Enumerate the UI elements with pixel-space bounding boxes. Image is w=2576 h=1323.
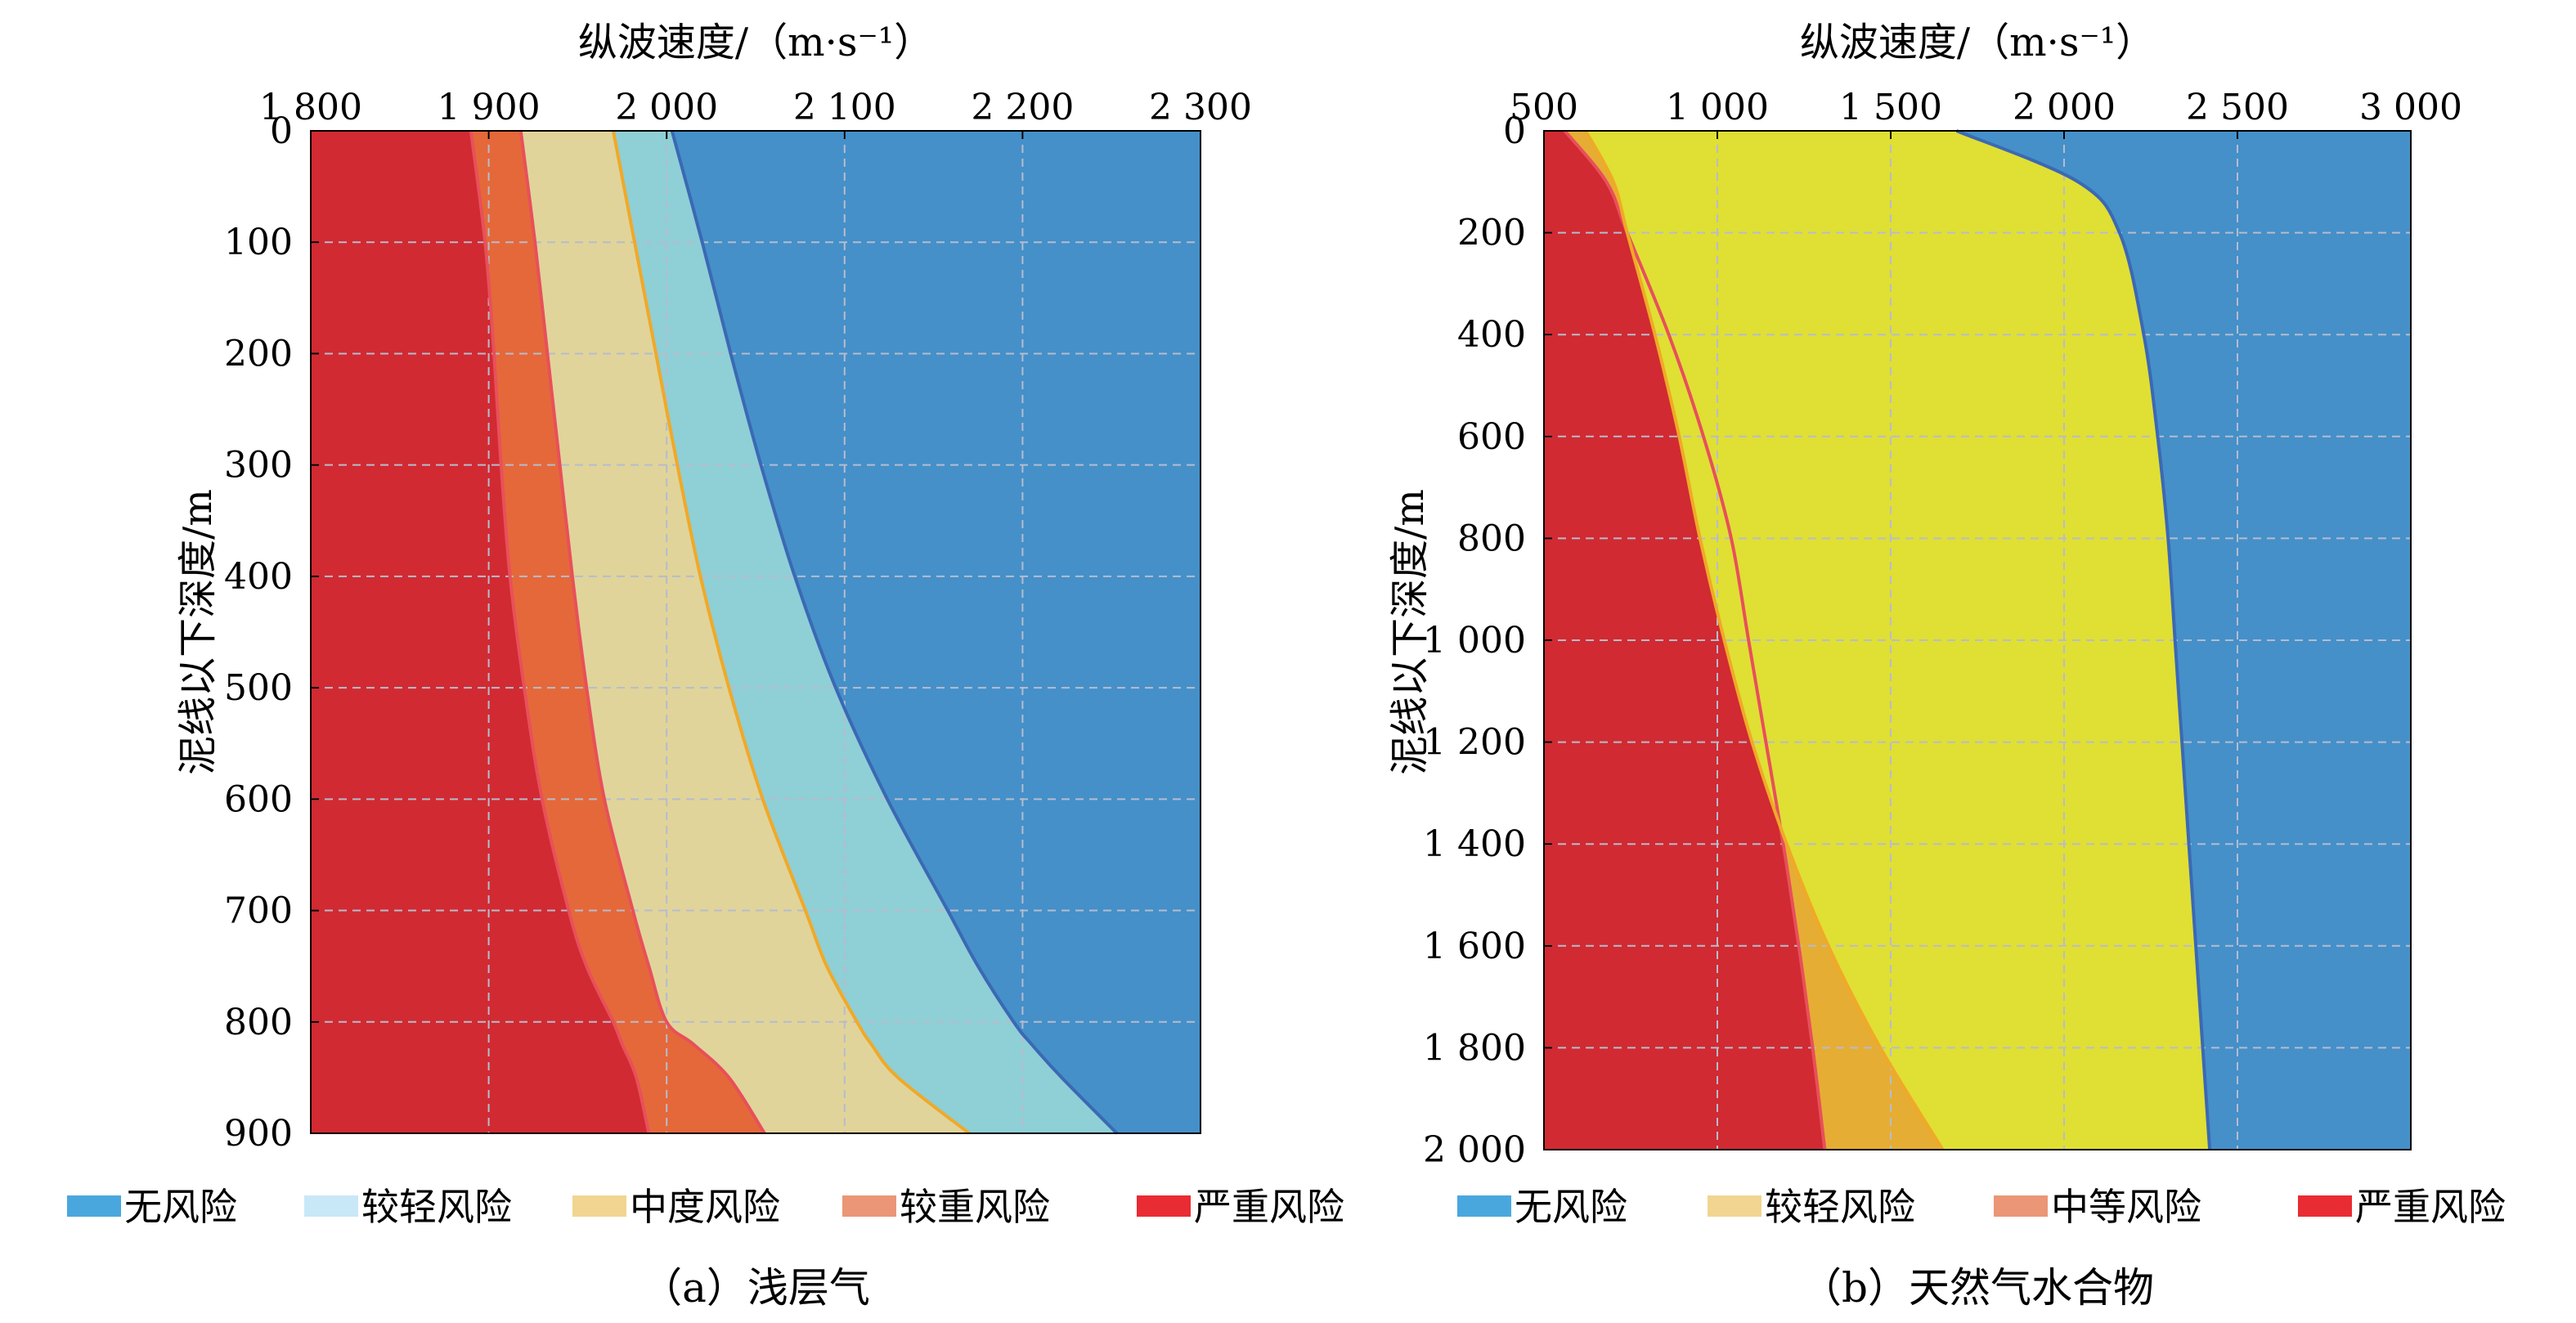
chart-b-x-axis-title: 纵波速度/（m·s⁻¹） bbox=[1800, 20, 2155, 65]
chart-b-y-tick-label: 0 bbox=[1503, 110, 1526, 152]
chart-a-zone-moderate-risk bbox=[520, 131, 970, 1133]
chart-b-boundary-line bbox=[1955, 129, 2212, 1150]
chart-b-x-tick-label: 1 500 bbox=[1839, 87, 1942, 128]
chart-a-y-tick-label: 700 bbox=[224, 890, 293, 932]
chart-b-y-axis-title: 泥线以下深度/m bbox=[1387, 489, 1433, 775]
chart-b-grid bbox=[1544, 131, 2411, 1150]
chart-a-grid bbox=[311, 131, 1200, 1133]
chart-b-y-tick-label: 1 000 bbox=[1423, 620, 1526, 662]
chart-a-y-ticks: 0 100 200 300 400 500 600 700 800 900 bbox=[224, 110, 319, 1155]
chart-b-legend-swatch bbox=[1457, 1195, 1511, 1217]
chart-a-zone-heavy-risk bbox=[470, 131, 765, 1133]
chart-a-x-ticks: 1 800 1 900 2 000 2 100 2 200 2 300 bbox=[259, 87, 1252, 139]
chart-b-legend-swatch bbox=[1994, 1195, 2048, 1217]
chart-a-boundaries bbox=[469, 130, 1119, 1135]
chart-a-zone-no-risk bbox=[671, 131, 1200, 1133]
chart-a-legend-label: 较重风险 bbox=[900, 1185, 1050, 1229]
chart-a-x-tick-label: 2 000 bbox=[615, 87, 718, 128]
chart-a-y-tick-label: 100 bbox=[224, 222, 293, 263]
chart-a: 1 800 1 900 2 000 2 100 2 200 2 300 0 100 200 30… bbox=[67, 20, 1344, 1312]
chart-b-x-tick-label: 3 000 bbox=[2359, 87, 2462, 128]
chart-b-boundary-line bbox=[1584, 130, 1945, 1151]
chart-a-plot-frame bbox=[310, 130, 1201, 1134]
chart-a-y-tick-label: 200 bbox=[224, 333, 293, 374]
chart-a-legend-swatch bbox=[67, 1195, 121, 1217]
chart-a-legend-swatch bbox=[1137, 1195, 1191, 1217]
chart-b-legend-label: 中等风险 bbox=[2051, 1185, 2201, 1229]
chart-b-legend-label: 严重风险 bbox=[2355, 1185, 2506, 1229]
chart-b-legend-swatch bbox=[1708, 1195, 1761, 1217]
chart-b-x-tick-label: 2 500 bbox=[2186, 87, 2289, 128]
chart-a-legend-label: 严重风险 bbox=[1194, 1185, 1344, 1229]
chart-a-y-tick-label: 800 bbox=[224, 1002, 293, 1043]
chart-b-legend-label: 无风险 bbox=[1515, 1185, 1627, 1229]
chart-a-x-tick-label: 1 800 bbox=[259, 87, 362, 128]
chart-b-legend: 无风险 较轻风险 中等风险 严重风险 bbox=[1457, 1185, 2506, 1229]
chart-b-x-tick-label: 1 000 bbox=[1666, 87, 1769, 128]
chart-b-y-tick-label: 1 200 bbox=[1423, 722, 1526, 764]
chart-a-caption: （a）浅层气 bbox=[641, 1264, 870, 1312]
chart-a-y-tick-label: 600 bbox=[224, 778, 293, 820]
chart-a-x-axis-title: 纵波速度/（m·s⁻¹） bbox=[578, 20, 933, 65]
chart-a-legend-label: 较轻风险 bbox=[361, 1185, 512, 1229]
chart-b-x-tick-label: 2 000 bbox=[2013, 87, 2116, 128]
chart-b-y-ticks: 0 200 400 600 800 1 000 1 200 1 400 1 600 1 800 2 … bbox=[1423, 110, 1552, 1171]
chart-b-caption: （b）天然气水合物 bbox=[1801, 1264, 2154, 1312]
chart-a-y-tick-label: 900 bbox=[224, 1113, 293, 1155]
chart-a-x-tick-label: 2 100 bbox=[793, 87, 896, 128]
chart-b: 500 1 000 1 500 2 000 2 500 3 000 0 200 400 600 8… bbox=[1387, 20, 2506, 1312]
chart-b-y-tick-label: 400 bbox=[1457, 314, 1526, 356]
chart-b-x-tick-label: 500 bbox=[1510, 87, 1578, 128]
chart-b-boundaries bbox=[1563, 129, 2212, 1151]
chart-b-y-tick-label: 600 bbox=[1457, 416, 1526, 458]
chart-a-legend-swatch bbox=[304, 1195, 358, 1217]
chart-b-y-tick-label: 1 800 bbox=[1423, 1027, 1526, 1069]
chart-b-y-tick-label: 2 000 bbox=[1423, 1129, 1526, 1171]
chart-a-boundary-line bbox=[518, 130, 766, 1135]
chart-b-y-tick-label: 200 bbox=[1457, 213, 1526, 254]
chart-a-y-axis-title: 泥线以下深度/m bbox=[175, 489, 221, 775]
chart-a-legend-label: 中度风险 bbox=[630, 1185, 780, 1229]
chart-a-x-tick-label: 1 900 bbox=[438, 87, 541, 128]
chart-a-zone-severe-risk bbox=[311, 131, 649, 1133]
chart-a-legend-swatch bbox=[842, 1195, 896, 1217]
chart-a-y-tick-label: 0 bbox=[270, 110, 293, 152]
chart-a-x-tick-label: 2 200 bbox=[971, 87, 1074, 128]
chart-a-legend: 无风险 较轻风险 中度风险 较重风险 严重风险 bbox=[67, 1185, 1344, 1229]
chart-a-x-tick-label: 2 300 bbox=[1149, 87, 1252, 128]
chart-b-y-tick-label: 800 bbox=[1457, 518, 1526, 559]
chart-b-y-tick-label: 1 600 bbox=[1423, 926, 1526, 967]
chart-b-x-ticks: 500 1 000 1 500 2 000 2 500 3 000 bbox=[1510, 87, 2462, 139]
chart-b-legend-swatch bbox=[2298, 1195, 2352, 1217]
chart-a-y-tick-label: 300 bbox=[224, 445, 293, 487]
chart-a-legend-swatch bbox=[572, 1195, 626, 1217]
chart-a-boundary-line bbox=[670, 130, 1119, 1135]
chart-a-y-tick-label: 500 bbox=[224, 667, 293, 709]
chart-a-boundary-line bbox=[469, 130, 651, 1134]
chart-a-zone-light-risk bbox=[613, 131, 1117, 1133]
chart-a-legend-label: 无风险 bbox=[124, 1185, 237, 1229]
chart-a-y-tick-label: 400 bbox=[224, 556, 293, 598]
chart-b-legend-label: 较轻风险 bbox=[1765, 1185, 1915, 1229]
chart-a-boundary-line bbox=[611, 130, 971, 1135]
chart-b-y-tick-label: 1 400 bbox=[1423, 823, 1526, 865]
chart-a-areas bbox=[311, 131, 1200, 1133]
